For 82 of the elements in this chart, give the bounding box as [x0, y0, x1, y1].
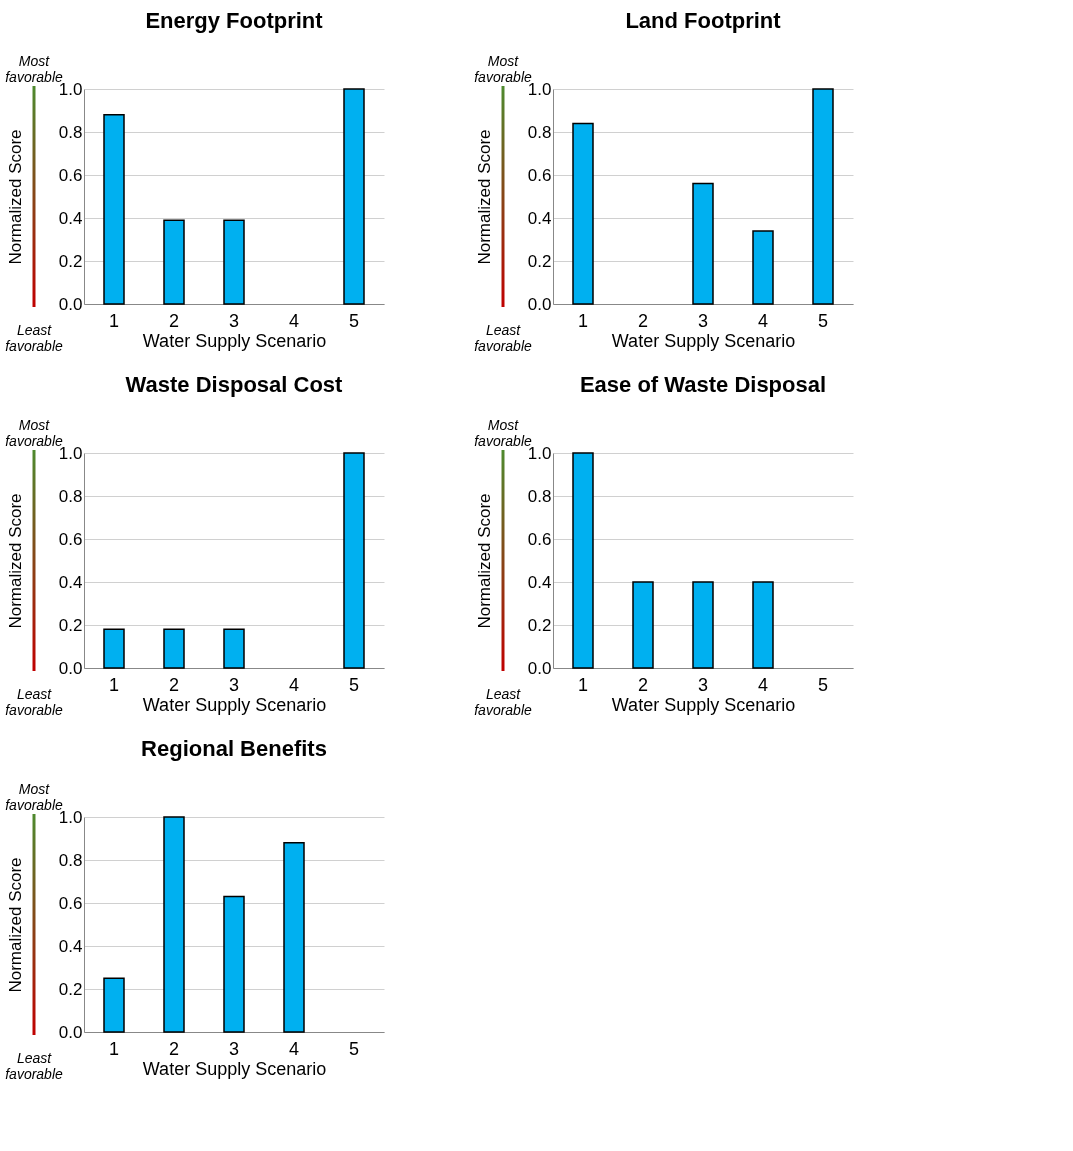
y-tick-label: 0.0 [58, 658, 83, 678]
x-axis-title: Water Supply Scenario [611, 330, 796, 351]
y-tick-label: 0.4 [58, 936, 83, 956]
x-axis-title: Water Supply Scenario [611, 694, 796, 715]
y-tick-label: 0.6 [58, 165, 83, 185]
x-tick-label: 3 [228, 310, 240, 331]
bar [163, 816, 185, 1033]
y-axis-title: Normalized Score [474, 129, 494, 265]
bar [572, 122, 594, 305]
y-tick-label: 0.4 [527, 208, 552, 228]
chart-title: Regional Benefits [141, 736, 327, 761]
x-tick-label: 5 [817, 674, 829, 695]
y-tick-label: 0.6 [58, 893, 83, 913]
x-tick-label: 3 [697, 674, 709, 695]
y-tick-label: 0.8 [58, 850, 83, 870]
y-axis-title: Normalized Score [5, 493, 25, 629]
y-axis-title: Normalized Score [5, 129, 25, 265]
bar [283, 842, 305, 1033]
y-tick-label: 0.2 [527, 615, 552, 635]
x-tick-label: 5 [348, 310, 360, 331]
chart-title: Energy Footprint [145, 8, 324, 33]
x-tick-label: 1 [577, 674, 589, 695]
y-tick-label: 0.2 [527, 251, 552, 271]
y-tick-label: 0.0 [527, 658, 552, 678]
y-tick-label: 0.2 [58, 251, 83, 271]
chart-title: Waste Disposal Cost [125, 372, 344, 397]
x-tick-label: 2 [637, 310, 649, 331]
y-tick-label: 0.4 [58, 208, 83, 228]
bar [223, 895, 245, 1033]
x-tick-label: 5 [348, 1038, 360, 1059]
x-tick-label: 4 [757, 674, 769, 695]
y-axis-title: Normalized Score [474, 493, 494, 629]
x-tick-label: 2 [168, 674, 180, 695]
y-tick-label: 0.6 [527, 165, 552, 185]
x-tick-label: 3 [228, 1038, 240, 1059]
text: Least favorable [474, 686, 533, 718]
x-axis-title: Water Supply Scenario [142, 330, 327, 351]
x-tick-label: 3 [697, 310, 709, 331]
x-tick-label: 1 [577, 310, 589, 331]
x-tick-label: 4 [288, 1038, 300, 1059]
text: Least favorable [5, 686, 64, 718]
y-tick-label: 0.2 [58, 615, 83, 635]
y-tick-label: 0.8 [527, 122, 552, 142]
bar [812, 88, 834, 305]
bar [103, 114, 125, 305]
chart-title: Land Footprint [625, 8, 782, 33]
bar [163, 219, 185, 305]
x-tick-label: 5 [817, 310, 829, 331]
text: Least favorable [474, 322, 533, 354]
x-tick-label: 1 [108, 674, 120, 695]
x-axis-title: Water Supply Scenario [142, 1058, 327, 1079]
x-tick-label: 4 [757, 310, 769, 331]
x-tick-label: 3 [228, 674, 240, 695]
x-tick-label: 1 [108, 310, 120, 331]
bar [343, 88, 365, 305]
bar [223, 219, 245, 305]
y-tick-label: 0.2 [58, 979, 83, 999]
y-tick-label: 0.8 [527, 486, 552, 506]
x-tick-label: 4 [288, 674, 300, 695]
x-tick-label: 2 [168, 310, 180, 331]
bar [103, 977, 125, 1033]
x-tick-label: 5 [348, 674, 360, 695]
y-tick-label: 0.0 [58, 1022, 83, 1042]
y-tick-label: 0.6 [527, 529, 552, 549]
chart-title: Ease of Waste Disposal [579, 372, 827, 397]
y-tick-label: 0.0 [58, 294, 83, 314]
y-tick-label: 0.4 [527, 572, 552, 592]
text: Least favorable [5, 1050, 64, 1082]
y-axis-title: Normalized Score [5, 857, 25, 993]
y-tick-label: 0.8 [58, 486, 83, 506]
bar [692, 182, 714, 305]
text: Least favorable [5, 322, 64, 354]
x-tick-label: 1 [108, 1038, 120, 1059]
x-axis-title: Water Supply Scenario [142, 694, 327, 715]
bar [752, 230, 774, 305]
y-tick-label: 0.6 [58, 529, 83, 549]
y-tick-label: 0.4 [58, 572, 83, 592]
y-tick-label: 0.8 [58, 122, 83, 142]
x-tick-label: 2 [637, 674, 649, 695]
x-tick-label: 2 [168, 1038, 180, 1059]
x-tick-label: 4 [288, 310, 300, 331]
y-tick-label: 0.0 [527, 294, 552, 314]
